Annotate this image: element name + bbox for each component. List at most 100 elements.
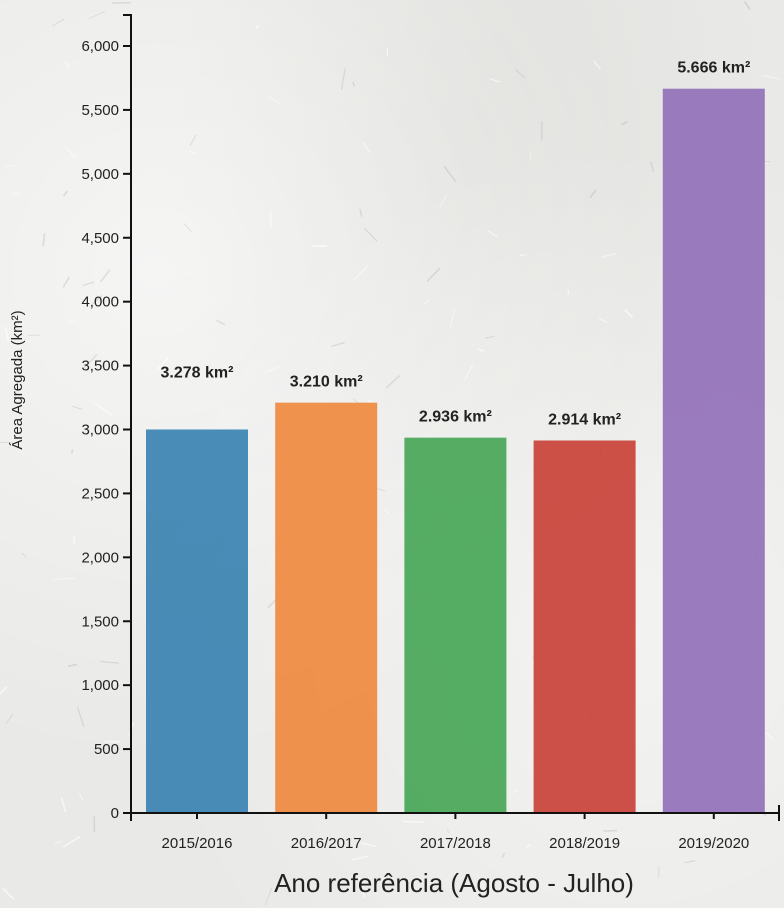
texture-fiber (515, 69, 526, 79)
texture-fiber (385, 374, 401, 389)
texture-fiber (489, 77, 501, 83)
texture-fiber (77, 707, 85, 728)
x-tick-label: 2017/2018 (420, 835, 491, 852)
y-tick-label: 3,000 (81, 422, 119, 439)
texture-fiber (478, 348, 484, 353)
texture-fiber (443, 165, 457, 182)
y-axis: 0 500 1,000 1,500 2,000 2,500 3,000 3,500 4,000 4… (81, 14, 132, 822)
texture-fiber (352, 81, 356, 87)
texture-fiber (94, 402, 113, 416)
y-tick-label: 1,000 (81, 677, 119, 694)
texture-fiber (82, 281, 95, 287)
texture-fiber (359, 208, 363, 217)
texture-fiber (0, 686, 8, 696)
x-tick-label: 2016/2017 (291, 835, 362, 852)
x-axis: 2015/2016 2016/2017 2017/2018 2018/2019 2019… (131, 805, 780, 852)
texture-fiber (11, 192, 21, 195)
texture-fiber (2, 887, 15, 900)
texture-fiber (487, 230, 499, 238)
y-tick-label: 4,000 (81, 294, 119, 311)
texture-fiber (109, 681, 120, 685)
texture-fiber (62, 190, 69, 197)
texture-fiber (87, 297, 91, 304)
texture-fiber (266, 94, 281, 105)
texture-fiber (529, 153, 532, 161)
texture-fiber (501, 852, 506, 859)
texture-fiber (484, 336, 495, 339)
texture-fiber (600, 252, 617, 258)
texture-fiber (579, 839, 592, 845)
texture-fiber (42, 233, 46, 247)
texture-fiber (589, 189, 597, 199)
y-tick-label: 2,500 (81, 485, 119, 502)
x-tick-label: 2018/2019 (549, 835, 620, 852)
y-tick-label: 0 (111, 805, 119, 822)
y-tick-label: 2,000 (81, 549, 119, 566)
texture-fiber (21, 552, 27, 559)
bar-2019-2020 (662, 88, 765, 813)
y-tick-label: 500 (94, 741, 119, 758)
y-tick-label: 5,000 (81, 166, 119, 183)
data-labels-group: 3.278 km² 3.210 km² 2.936 km² 2.914 km² 5.66… (161, 60, 751, 429)
bars-group (146, 88, 765, 813)
texture-fiber (62, 276, 70, 288)
texture-fiber (353, 264, 370, 281)
texture-fiber (53, 577, 76, 580)
y-tick-label: 5,500 (81, 102, 119, 119)
texture-fiber (189, 150, 197, 155)
texture-fiber (88, 11, 106, 19)
data-label-2017-2018: 2.936 km² (419, 409, 492, 426)
texture-fiber (78, 793, 84, 801)
texture-fiber (593, 60, 602, 70)
texture-fiber (54, 840, 63, 845)
texture-fiber (63, 835, 81, 848)
texture-fiber (650, 161, 655, 172)
y-tick-label: 1,500 (81, 613, 119, 630)
texture-fiber (99, 269, 111, 283)
data-label-2019-2020: 5.666 km² (677, 60, 750, 77)
texture-fiber (189, 134, 197, 147)
texture-fiber (384, 508, 390, 514)
texture-fiber (358, 877, 366, 898)
texture-fiber (99, 660, 120, 664)
texture-fiber (360, 842, 376, 848)
texture-fiber (446, 829, 450, 834)
texture-fiber (621, 121, 628, 126)
texture-fiber (67, 663, 78, 668)
y-axis-title: Área Agregada (km²) (9, 310, 26, 449)
texture-fiber (183, 223, 192, 232)
texture-fiber (684, 860, 696, 864)
texture-fiber (426, 267, 441, 282)
texture-fiber (340, 68, 346, 90)
texture-fiber (402, 820, 424, 823)
texture-fiber (598, 318, 608, 323)
texture-fiber (71, 405, 83, 410)
texture-fiber (52, 18, 65, 27)
texture-fiber (351, 855, 369, 861)
texture-fiber (5, 713, 14, 724)
texture-fiber (510, 789, 518, 795)
x-tick-label: 2015/2016 (162, 835, 233, 852)
texture-fiber (464, 364, 474, 381)
texture-fiber (216, 319, 226, 326)
bar-2017-2018 (404, 437, 507, 813)
texture-fiber (60, 797, 67, 813)
texture-fiber (64, 61, 70, 69)
texture-fiber (438, 195, 447, 209)
texture-fiber (180, 268, 198, 277)
texture-fiber (70, 449, 74, 454)
texture-fiber (449, 308, 456, 328)
bar-2016-2017 (275, 402, 378, 813)
texture-fiber (624, 309, 634, 319)
y-tick-label: 4,500 (81, 230, 119, 247)
y-tick-label: 3,500 (81, 358, 119, 375)
bar-2015-2016 (146, 429, 248, 813)
texture-fiber (4, 326, 10, 342)
bar-2018-2019 (533, 440, 636, 813)
texture-fiber (362, 141, 371, 154)
texture-fiber (264, 887, 273, 906)
texture-fiber (264, 366, 280, 374)
texture-fiber (364, 227, 378, 242)
texture-fiber (423, 299, 430, 305)
